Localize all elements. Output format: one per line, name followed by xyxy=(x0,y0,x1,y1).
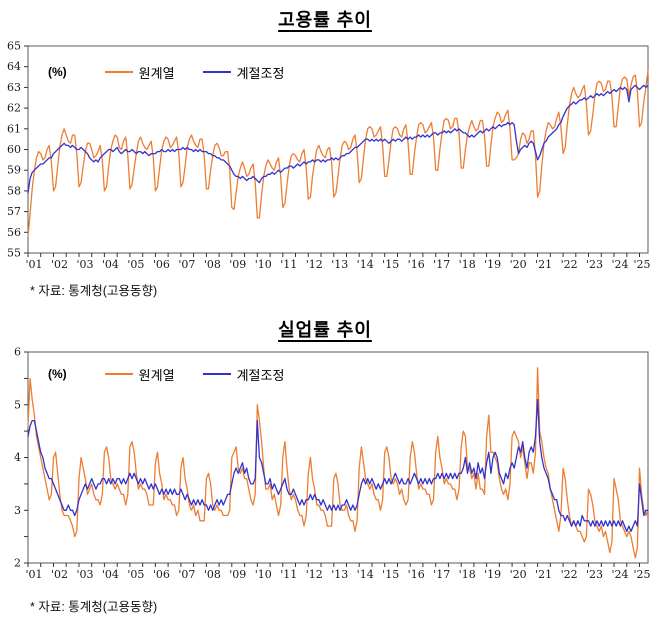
x-tick-label: '25 xyxy=(633,258,650,271)
x-tick-label: '21 xyxy=(535,568,552,581)
x-tick-label: '12 xyxy=(306,258,323,271)
x-tick-label: '01 xyxy=(25,258,42,271)
x-tick-label: '24 xyxy=(611,568,628,581)
y-tick-label: 62 xyxy=(7,102,21,115)
x-tick-label: '20 xyxy=(510,258,527,271)
x-tick-label: '05 xyxy=(127,568,144,581)
legend-item-seasonally-adjusted: 계절조정 xyxy=(202,63,285,82)
x-tick-label: '09 xyxy=(229,258,246,271)
x-tick-label: '05 xyxy=(127,258,144,271)
x-tick-label: '08 xyxy=(204,568,221,581)
x-tick-label: '17 xyxy=(433,258,450,271)
legend-item-seasonally-adjusted: 계절조정 xyxy=(202,365,285,384)
x-tick-label: '02 xyxy=(51,568,68,581)
x-tick-label: '23 xyxy=(586,258,603,271)
x-tick-label: '22 xyxy=(561,258,578,271)
seasonally-adjusted-line-swatch xyxy=(202,71,231,73)
x-tick-label: '10 xyxy=(255,568,272,581)
seasonally-adjusted-line xyxy=(27,84,649,194)
x-tick-label: '07 xyxy=(178,568,195,581)
original-series-line xyxy=(27,367,649,559)
x-tick-label: '18 xyxy=(459,568,476,581)
employment-chart-title: 고용률 추이 xyxy=(278,10,372,30)
seasonally-adjusted-legend-label: 계절조정 xyxy=(236,65,285,81)
x-tick-label: '03 xyxy=(76,258,93,271)
x-tick-label: '15 xyxy=(382,568,399,581)
x-tick-label: '14 xyxy=(357,568,374,581)
original-series-legend-label: 원계열 xyxy=(138,367,175,383)
unemployment-y-axis-unit-label: (%) xyxy=(48,367,67,381)
y-tick-label: 55 xyxy=(7,247,21,260)
employment-rate-chart: 55 56 57 58 59 60 61 62 63 64 65 '01 '02 '03 '04 '05 '06… xyxy=(7,40,650,272)
x-tick-label: '24 xyxy=(611,258,628,271)
x-tick-label: '06 xyxy=(153,258,170,271)
y-tick-label: 60 xyxy=(7,143,21,156)
unemployment-chart-title: 실업률 추이 xyxy=(278,320,372,340)
original-series-line-swatch xyxy=(104,373,133,375)
x-tick-label: '19 xyxy=(484,258,501,271)
employment-chart-legend: (%) 원계열 계절조정 xyxy=(48,63,285,82)
seasonally-adjusted-legend-label: 계절조정 xyxy=(236,367,285,383)
employment-chart-footnote: * 자료: 통계청(고용동향) xyxy=(30,284,158,298)
x-tick-label: '13 xyxy=(331,258,348,271)
y-tick-label: 64 xyxy=(7,60,21,73)
x-tick-label: '12 xyxy=(306,568,323,581)
x-tick-label: '18 xyxy=(459,258,476,271)
x-tick-label: '14 xyxy=(357,258,374,271)
y-tick-label: 63 xyxy=(7,81,21,94)
plot-frame xyxy=(27,351,649,564)
x-tick-label: '11 xyxy=(280,568,297,581)
unemployment-chart-legend: (%) 원계열 계절조정 xyxy=(48,365,285,384)
original-series-line-swatch xyxy=(104,71,133,73)
x-tick-label: '25 xyxy=(633,568,650,581)
x-tick-label: '22 xyxy=(561,568,578,581)
y-tick-label: 65 xyxy=(7,40,21,53)
x-tick-label: '20 xyxy=(510,568,527,581)
x-tick-label: '21 xyxy=(535,258,552,271)
y-tick-label: 6 xyxy=(14,346,21,359)
x-tick-label: '04 xyxy=(102,258,119,271)
y-tick-label: 58 xyxy=(7,184,21,197)
x-tick-label: '06 xyxy=(153,568,170,581)
original-series-line xyxy=(27,70,649,238)
x-tick-label: '10 xyxy=(255,258,272,271)
y-tick-label: 2 xyxy=(14,557,21,570)
x-tick-label: '03 xyxy=(76,568,93,581)
seasonally-adjusted-line-swatch xyxy=(202,373,231,375)
x-tick-label: '11 xyxy=(280,258,297,271)
original-series-legend-label: 원계열 xyxy=(138,65,175,81)
y-tick-label: 57 xyxy=(7,205,21,218)
unemployment-rate-chart: 2 3 4 5 6 '01 '02 '03 '04 '05 '06 '07 '08 '09 '10 '11 '1… xyxy=(14,346,650,582)
x-tick-label: '19 xyxy=(484,568,501,581)
seasonally-adjusted-line xyxy=(27,398,649,533)
x-tick-label: '04 xyxy=(102,568,119,581)
y-tick-label: 61 xyxy=(7,122,21,135)
y-tick-label: 56 xyxy=(7,226,21,239)
legend-item-original-series: 원계열 xyxy=(104,365,175,384)
unemployment-chart-footnote: * 자료: 통계청(고용동향) xyxy=(30,600,158,614)
x-tick-label: '02 xyxy=(51,258,68,271)
x-tick-label: '13 xyxy=(331,568,348,581)
y-tick-label: 4 xyxy=(14,451,21,464)
x-tick-label: '23 xyxy=(586,568,603,581)
x-tick-label: '09 xyxy=(229,568,246,581)
legend-item-original-series: 원계열 xyxy=(104,63,175,82)
y-tick-label: 5 xyxy=(14,398,21,411)
x-tick-label: '16 xyxy=(408,568,425,581)
x-tick-label: '07 xyxy=(178,258,195,271)
x-tick-label: '08 xyxy=(204,258,221,271)
x-tick-label: '17 xyxy=(433,568,450,581)
employment-y-axis-unit-label: (%) xyxy=(48,65,67,79)
x-tick-label: '16 xyxy=(408,258,425,271)
y-tick-label: 59 xyxy=(7,164,21,177)
x-tick-label: '15 xyxy=(382,258,399,271)
y-tick-label: 3 xyxy=(14,504,21,517)
x-tick-label: '01 xyxy=(25,568,42,581)
